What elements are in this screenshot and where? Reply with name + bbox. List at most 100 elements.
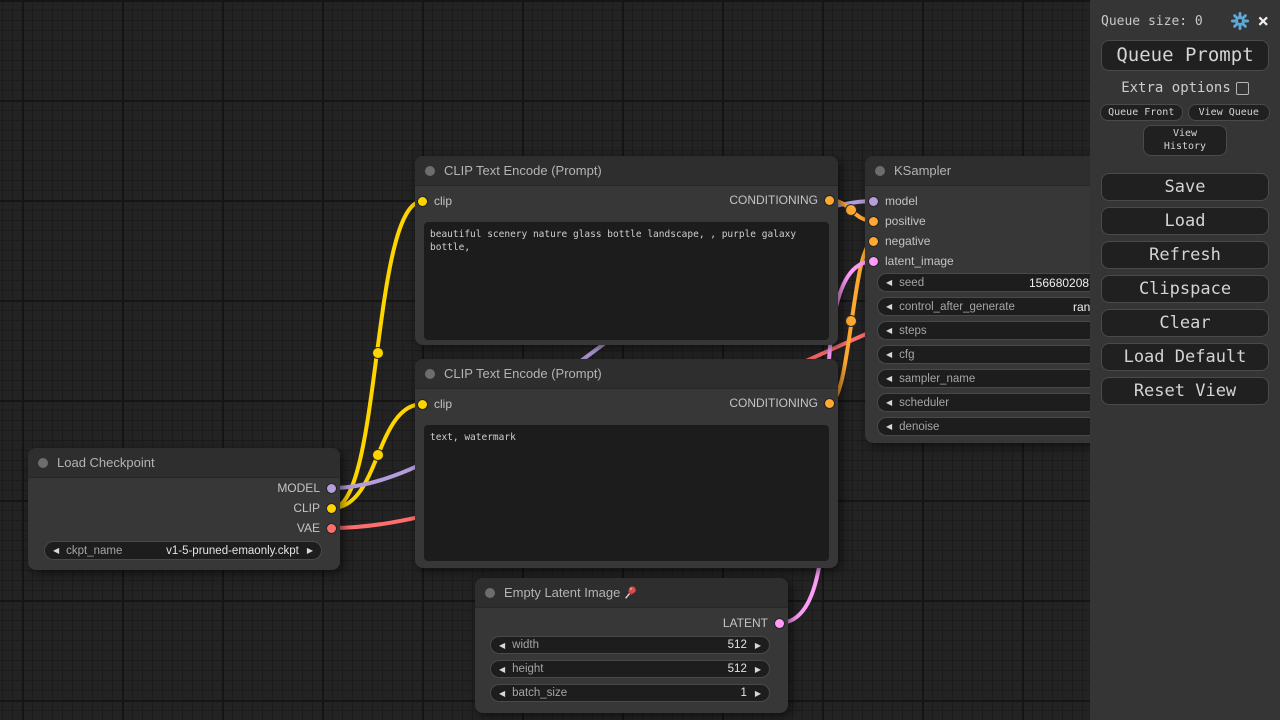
decrement-arrow-icon[interactable]: ◀ — [886, 398, 893, 407]
slot-dot-latent[interactable] — [869, 256, 878, 266]
save-button[interactable]: Save — [1101, 173, 1269, 201]
widget-label: ckpt_name — [66, 544, 123, 557]
comfy-menu-panel: Queue size: 0 × Queue Prompt Extra optio… — [1090, 0, 1280, 720]
widget-cfg[interactable]: ◀ cfg — [877, 345, 1149, 364]
slot-dot-conditioning[interactable] — [869, 216, 878, 226]
collapse-dot-icon[interactable] — [485, 587, 495, 598]
view-history-button[interactable]: View History — [1143, 125, 1227, 156]
decrement-arrow-icon[interactable]: ◀ — [499, 640, 506, 650]
slot-dot-model[interactable] — [327, 483, 336, 493]
view-queue-button[interactable]: View Queue — [1187, 104, 1270, 121]
output-slot-vae[interactable]: VAE — [297, 519, 336, 537]
decrement-arrow-icon[interactable]: ◀ — [886, 422, 893, 431]
node-title-bar[interactable]: CLIP Text Encode (Prompt) — [415, 156, 838, 186]
node-title-bar[interactable]: Empty Latent Image — [475, 578, 788, 608]
widget-seed[interactable]: ◀ seed 1566802087 — [877, 273, 1149, 292]
collapse-dot-icon[interactable] — [425, 368, 435, 379]
widget-value: 1566802087 — [1029, 275, 1096, 290]
collapse-dot-icon[interactable] — [425, 165, 435, 176]
link-midpoint-dot[interactable] — [372, 449, 384, 461]
slot-dot-conditioning[interactable] — [825, 398, 834, 408]
input-slot-latent-image[interactable]: latent_image — [869, 252, 954, 270]
widget-label: height — [512, 663, 544, 675]
slot-dot-clip[interactable] — [418, 196, 427, 206]
slot-label: CONDITIONING — [729, 396, 818, 410]
widget-label: seed — [899, 276, 925, 289]
slot-label: CLIP — [293, 501, 320, 515]
node-title-bar[interactable]: Load Checkpoint — [28, 448, 340, 478]
increment-arrow-icon[interactable]: ▶ — [754, 688, 761, 698]
node-empty-latent-image[interactable]: Empty Latent Image LATENT ◀ width 512 ▶ … — [475, 578, 788, 713]
input-slot-model[interactable]: model — [869, 192, 918, 210]
widget-denoise[interactable]: ◀ denoise — [877, 417, 1149, 436]
slot-dot-clip[interactable] — [327, 503, 336, 513]
output-slot-conditioning[interactable]: CONDITIONING — [729, 191, 834, 209]
node-clip-text-encode-positive[interactable]: CLIP Text Encode (Prompt) clip CONDITION… — [415, 156, 838, 345]
node-load-checkpoint[interactable]: Load Checkpoint MODEL CLIP VAE ◀ ckpt_na… — [28, 448, 340, 570]
increment-arrow-icon[interactable]: ▶ — [754, 664, 761, 674]
link-midpoint-dot[interactable] — [372, 347, 384, 359]
link-midpoint-dot[interactable] — [845, 315, 857, 327]
prompt-textarea[interactable]: beautiful scenery nature glass bottle la… — [424, 222, 829, 340]
node-title: Load Checkpoint — [57, 455, 155, 470]
node-clip-text-encode-negative[interactable]: CLIP Text Encode (Prompt) clip CONDITION… — [415, 359, 838, 568]
decrement-arrow-icon[interactable]: ◀ — [499, 664, 506, 674]
prompt-textarea[interactable]: text, watermark — [424, 425, 829, 561]
input-slot-clip[interactable]: clip — [418, 192, 452, 210]
clear-button[interactable]: Clear — [1101, 309, 1269, 337]
slot-dot-conditioning[interactable] — [869, 236, 878, 246]
extra-options-checkbox[interactable] — [1235, 81, 1249, 95]
slot-dot-latent[interactable] — [775, 618, 784, 628]
queue-front-button[interactable]: Queue Front — [1100, 104, 1183, 121]
output-slot-clip[interactable]: CLIP — [293, 499, 336, 517]
extra-options-label: Extra options — [1121, 80, 1231, 96]
widget-height[interactable]: ◀ height 512 ▶ — [490, 660, 770, 678]
widget-control-after-generate[interactable]: ◀ control_after_generate randomize — [877, 297, 1149, 316]
widget-label: control_after_generate — [899, 300, 1015, 313]
widget-width[interactable]: ◀ width 512 ▶ — [490, 636, 770, 654]
widget-steps[interactable]: ◀ steps — [877, 321, 1149, 340]
decrement-arrow-icon[interactable]: ◀ — [886, 278, 893, 287]
input-slot-clip[interactable]: clip — [418, 395, 452, 413]
output-slot-latent[interactable]: LATENT — [723, 614, 784, 632]
slot-label: LATENT — [722, 616, 768, 630]
decrement-arrow-icon[interactable]: ◀ — [886, 374, 893, 383]
slot-dot-vae[interactable] — [327, 523, 336, 533]
widget-sampler-name[interactable]: ◀ sampler_name — [877, 369, 1149, 388]
output-slot-conditioning[interactable]: CONDITIONING — [729, 394, 834, 412]
decrement-arrow-icon[interactable]: ◀ — [499, 688, 506, 698]
reset-view-button[interactable]: Reset View — [1101, 377, 1269, 405]
decrement-arrow-icon[interactable]: ◀ — [886, 302, 893, 311]
gear-icon[interactable] — [1230, 12, 1249, 30]
widget-ckpt-name[interactable]: ◀ ckpt_name v1-5-pruned-emaonly.ckpt ▶ — [44, 541, 322, 560]
decrement-arrow-icon[interactable]: ◀ — [886, 326, 893, 335]
increment-arrow-icon[interactable]: ▶ — [754, 640, 761, 650]
widget-batch-size[interactable]: ◀ batch_size 1 ▶ — [490, 684, 770, 702]
collapse-dot-icon[interactable] — [875, 165, 885, 176]
slot-dot-model[interactable] — [869, 196, 878, 206]
widget-label: scheduler — [899, 396, 950, 409]
clipspace-button[interactable]: Clipspace — [1101, 275, 1269, 303]
increment-arrow-icon[interactable]: ▶ — [306, 546, 313, 555]
collapse-dot-icon[interactable] — [38, 457, 48, 468]
decrement-arrow-icon[interactable]: ◀ — [53, 546, 60, 555]
load-button[interactable]: Load — [1101, 207, 1269, 235]
close-icon[interactable]: × — [1257, 10, 1269, 32]
slot-label: negative — [885, 234, 931, 248]
input-slot-negative[interactable]: negative — [869, 232, 930, 250]
link-midpoint-dot[interactable] — [845, 204, 857, 216]
output-slot-model[interactable]: MODEL — [277, 479, 336, 497]
queue-prompt-button[interactable]: Queue Prompt — [1101, 40, 1269, 71]
extra-options-row: Extra options — [1090, 80, 1280, 96]
slot-label: clip — [434, 397, 453, 411]
node-title-bar[interactable]: CLIP Text Encode (Prompt) — [415, 359, 838, 389]
widget-scheduler[interactable]: ◀ scheduler — [877, 393, 1149, 412]
slot-dot-clip[interactable] — [418, 399, 427, 409]
refresh-button[interactable]: Refresh — [1101, 241, 1269, 269]
slot-label: model — [885, 194, 918, 208]
load-default-button[interactable]: Load Default — [1101, 343, 1269, 371]
input-slot-positive[interactable]: positive — [869, 212, 926, 230]
decrement-arrow-icon[interactable]: ◀ — [886, 350, 893, 359]
slot-dot-conditioning[interactable] — [825, 195, 834, 205]
